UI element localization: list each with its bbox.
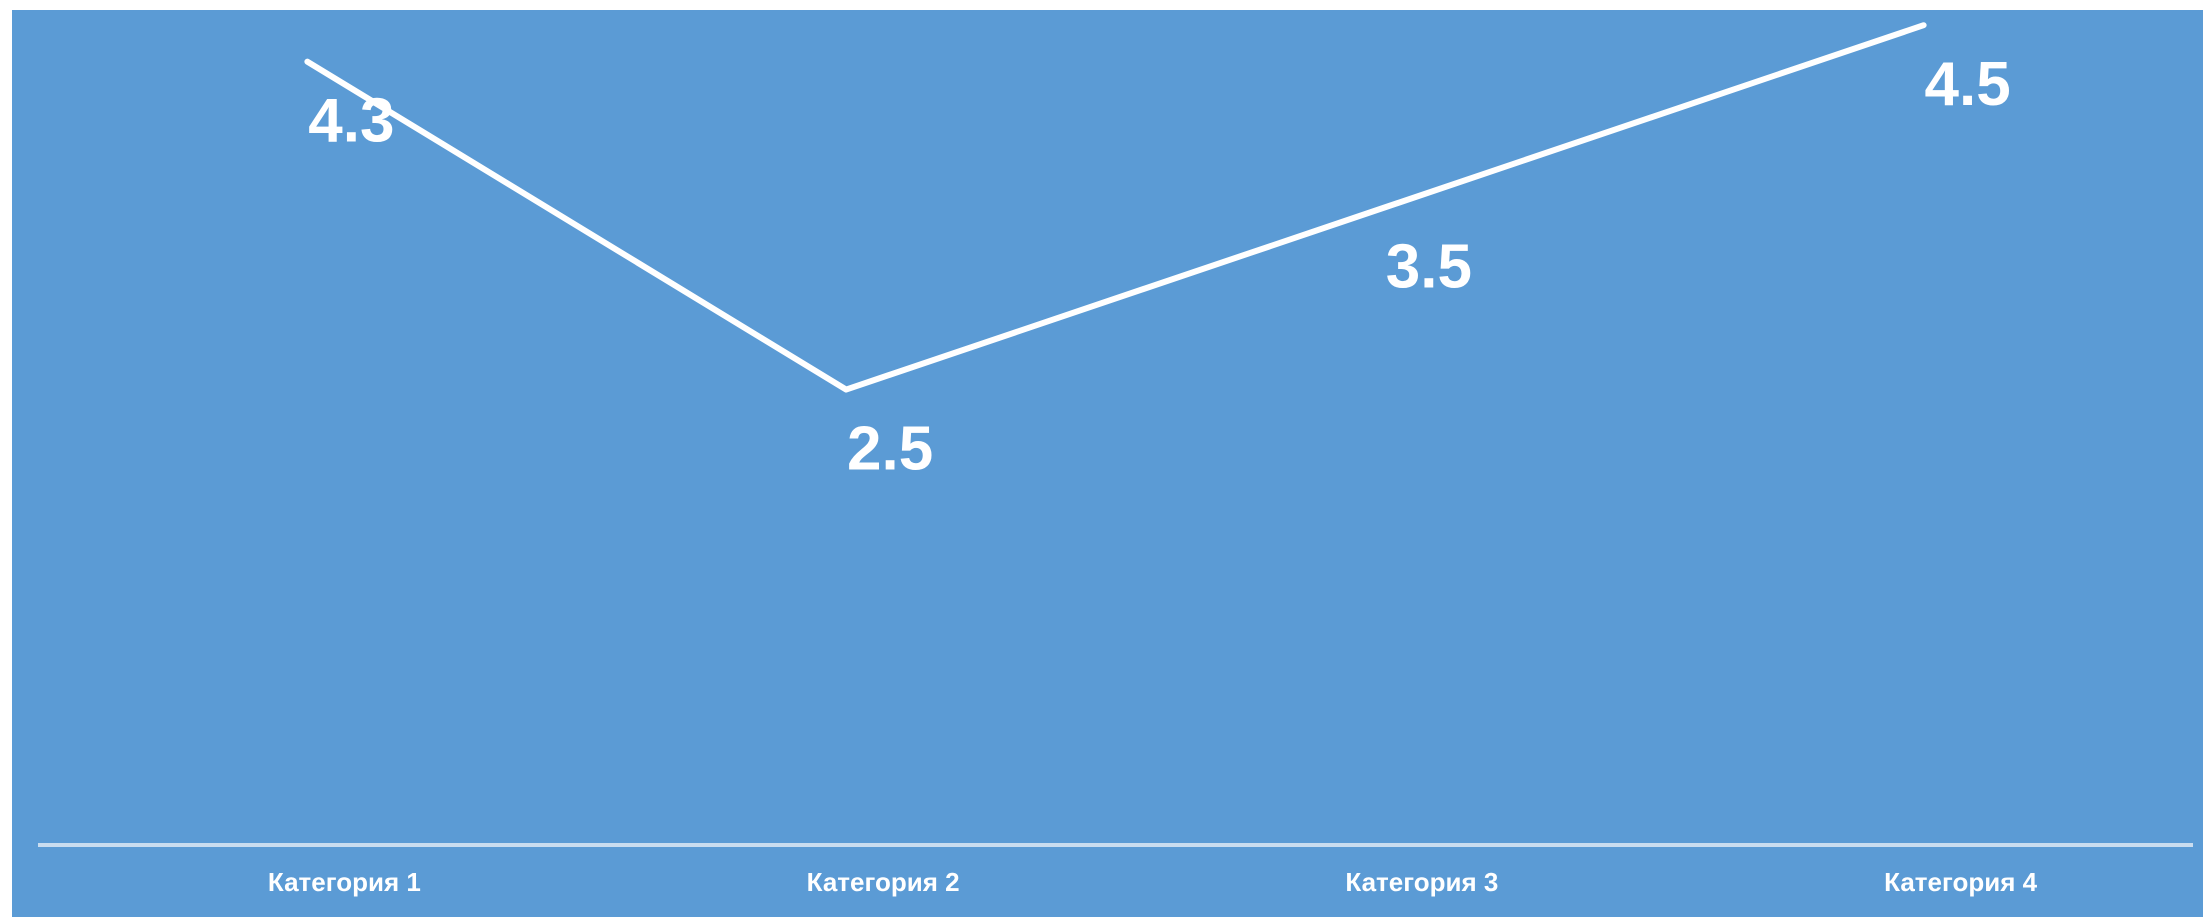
x-tick-label: Категория 1 — [268, 867, 421, 897]
x-tick-label: Категория 4 — [1884, 867, 2037, 897]
data-label: 2.5 — [847, 415, 933, 484]
data-label: 4.3 — [308, 87, 394, 156]
x-tick-label: Категория 3 — [1345, 867, 1498, 897]
series-line — [304, 22, 1927, 393]
data-label: 4.5 — [1925, 50, 2011, 119]
x-tick-label: Категория 2 — [807, 867, 960, 897]
category-tick-labels: Категория 1 Категория 2 Категория 3 Категор… — [268, 867, 2038, 897]
chart-area — [12, 10, 2203, 917]
data-label: 3.5 — [1386, 232, 1472, 301]
data-labels: 4.3 2.5 3.5 4.5 — [308, 50, 2010, 483]
